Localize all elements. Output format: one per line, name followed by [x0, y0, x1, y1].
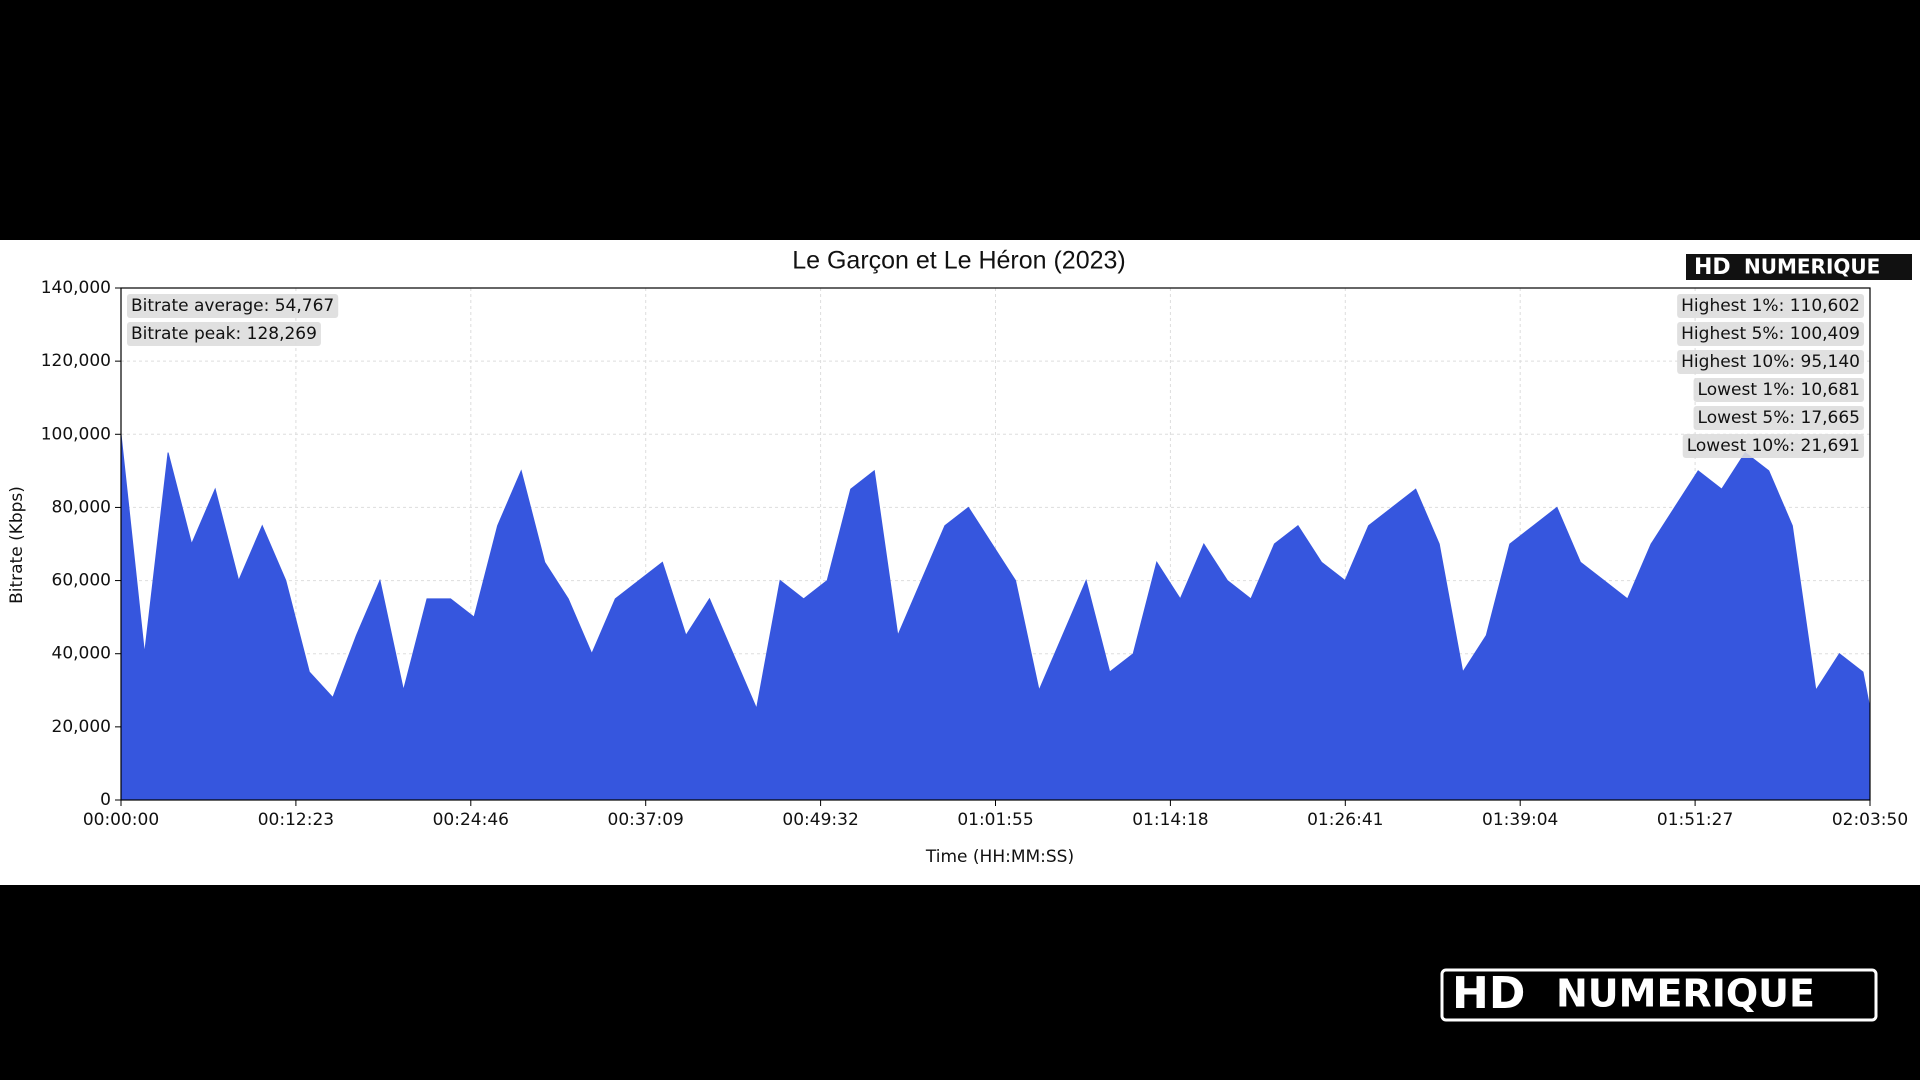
- stat-text: Highest 1%: 110,602: [1681, 296, 1860, 316]
- stat-box: [1682, 434, 1864, 458]
- stat-text: Lowest 5%: 17,665: [1698, 408, 1860, 428]
- logo-name: NUMERIQUE: [1556, 972, 1815, 1016]
- x-tick-label: 01:14:18: [1132, 810, 1208, 830]
- stat-text: Bitrate average: 54,767: [131, 296, 334, 316]
- logo-box: [1440, 968, 1878, 1022]
- y-tick-label: 140,000: [41, 278, 111, 298]
- stat-box: [1677, 350, 1864, 374]
- stat-box: [1693, 406, 1864, 430]
- y-tick-label: 20,000: [52, 717, 111, 737]
- stat-box: [127, 294, 339, 318]
- y-axis-label: Bitrate (Kbps): [7, 486, 27, 604]
- stat-entry: Lowest 1%: 10,681: [1693, 378, 1864, 402]
- x-tick-label: 00:00:00: [83, 810, 159, 830]
- x-tick-label: 00:24:46: [433, 810, 509, 830]
- stat-entry: Lowest 10%: 21,691: [1682, 434, 1864, 458]
- logo-hd: HD: [1694, 255, 1731, 280]
- stat-entry: Bitrate peak: 128,269: [127, 322, 321, 346]
- logo-box: [1686, 254, 1912, 280]
- stat-entry: Highest 1%: 110,602: [1677, 294, 1864, 318]
- stat-entry: Highest 10%: 95,140: [1677, 350, 1864, 374]
- stat-box: [127, 322, 321, 346]
- x-tick-label: 00:37:09: [608, 810, 684, 830]
- x-tick-label: 02:03:50: [1832, 810, 1908, 830]
- x-tick-label: 00:12:23: [258, 810, 334, 830]
- x-tick-label: 01:51:27: [1657, 810, 1733, 830]
- logo-name: NUMERIQUE: [1744, 255, 1880, 279]
- stat-text: Highest 10%: 95,140: [1681, 352, 1860, 372]
- stat-box: [1677, 294, 1864, 318]
- logo-small: HD NUMERIQUE: [1686, 254, 1912, 280]
- stat-text: Lowest 10%: 21,691: [1687, 436, 1860, 456]
- stat-text: Bitrate peak: 128,269: [131, 324, 317, 344]
- y-tick-label: 40,000: [52, 644, 111, 664]
- stat-entry: Highest 5%: 100,409: [1677, 322, 1864, 346]
- plot-frame: [120, 287, 1871, 801]
- x-tick-label: 01:39:04: [1482, 810, 1558, 830]
- stat-box: [1677, 322, 1864, 346]
- x-tick-label: 01:01:55: [957, 810, 1033, 830]
- y-tick-label: 60,000: [52, 571, 111, 591]
- y-tick-label: 80,000: [52, 497, 111, 517]
- y-tick-label: 0: [100, 790, 111, 810]
- bitrate-area: [120, 434, 1871, 801]
- stat-entry: Bitrate average: 54,767: [127, 294, 339, 318]
- stat-text: Highest 5%: 100,409: [1681, 324, 1860, 344]
- x-axis-label: Time (HH:MM:SS): [925, 847, 1074, 867]
- stat-box: [1693, 378, 1864, 402]
- x-tick-label: 00:49:32: [782, 810, 858, 830]
- stat-text: Lowest 1%: 10,681: [1698, 380, 1860, 400]
- y-tick-label: 120,000: [41, 351, 111, 371]
- logo-hd: HD: [1452, 968, 1525, 1019]
- stat-entry: Lowest 5%: 17,665: [1693, 406, 1864, 430]
- y-tick-label: 100,000: [41, 424, 111, 444]
- logo-large: HD NUMERIQUE: [1440, 968, 1878, 1022]
- chart-title: Le Garçon et Le Héron (2023): [792, 247, 1126, 275]
- x-tick-label: 01:26:41: [1307, 810, 1383, 830]
